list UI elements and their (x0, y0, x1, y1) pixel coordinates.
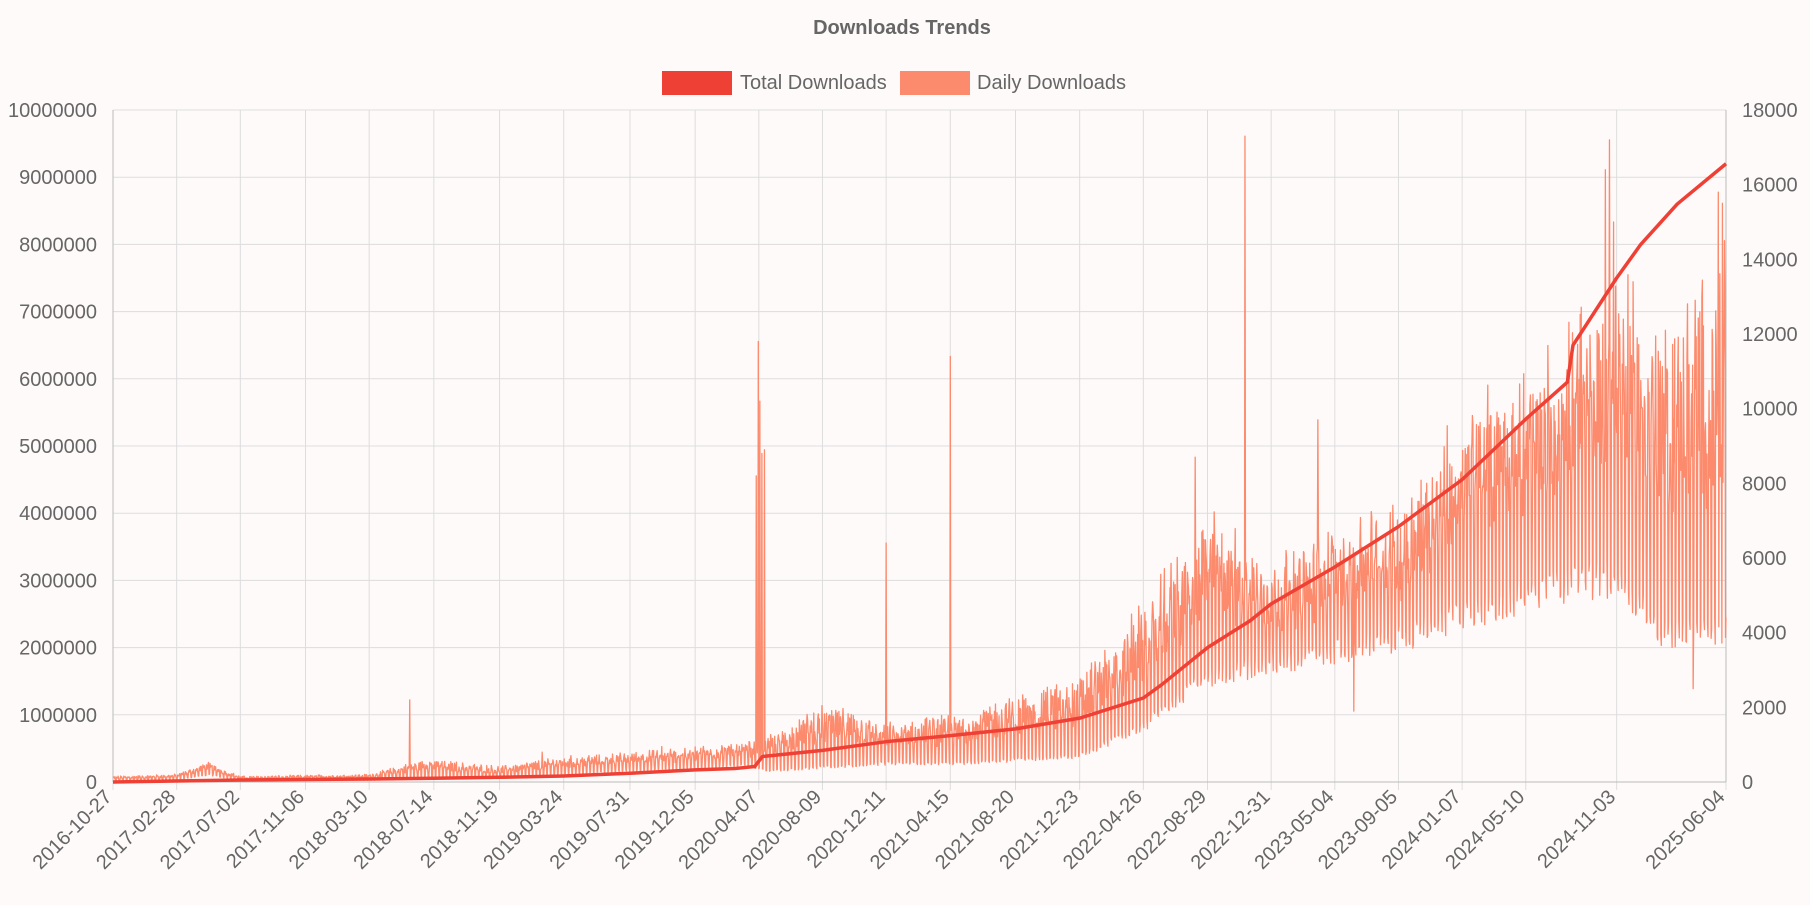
y-left-tick-label: 7000000 (19, 302, 97, 324)
y-right-tick-label: 12000 (1742, 324, 1798, 346)
legend-swatch-total (662, 71, 732, 95)
y-left-tick-label: 9000000 (19, 167, 97, 189)
y-right-tick-label: 0 (1742, 772, 1753, 794)
legend-swatch-daily (900, 71, 970, 95)
y-left-tick-label: 8000000 (19, 234, 97, 256)
y-right-tick-label: 18000 (1742, 100, 1798, 122)
y-right-tick-label: 6000 (1742, 548, 1787, 570)
y-right-tick-label: 10000 (1742, 399, 1798, 421)
y-right-tick-label: 14000 (1742, 249, 1798, 271)
legend-item-daily[interactable]: Daily Downloads (900, 71, 1126, 95)
y-right-tick-label: 4000 (1742, 623, 1787, 645)
y-left-tick-label: 1000000 (19, 705, 97, 727)
legend-label-daily: Daily Downloads (977, 72, 1126, 94)
y-right-tick-label: 2000 (1742, 697, 1787, 719)
total-downloads-layer (112, 162, 1728, 784)
y-right-tick-label: 16000 (1742, 175, 1798, 197)
y-left-tick-label: 0 (86, 772, 97, 794)
y-right-tick-label: 8000 (1742, 473, 1787, 495)
y-left-tick-label: 4000000 (19, 503, 97, 525)
y-left-tick-label: 5000000 (19, 436, 97, 458)
total-downloads-line (112, 162, 1728, 784)
x-tick-label: 2025-06-04 (1642, 786, 1730, 874)
y-left-tick-label: 10000000 (8, 100, 97, 122)
legend-item-total[interactable]: Total Downloads (662, 71, 887, 95)
y-left-tick-label: 2000000 (19, 638, 97, 660)
y-left-tick-label: 3000000 (19, 570, 97, 592)
legend-label-total: Total Downloads (740, 72, 887, 94)
y-left-tick-label: 6000000 (19, 369, 97, 391)
legend: Total Downloads Daily Downloads (662, 71, 1126, 95)
chart-title: Downloads Trends (813, 17, 991, 39)
x-tick-label: 2024-11-03 (1533, 786, 1620, 873)
